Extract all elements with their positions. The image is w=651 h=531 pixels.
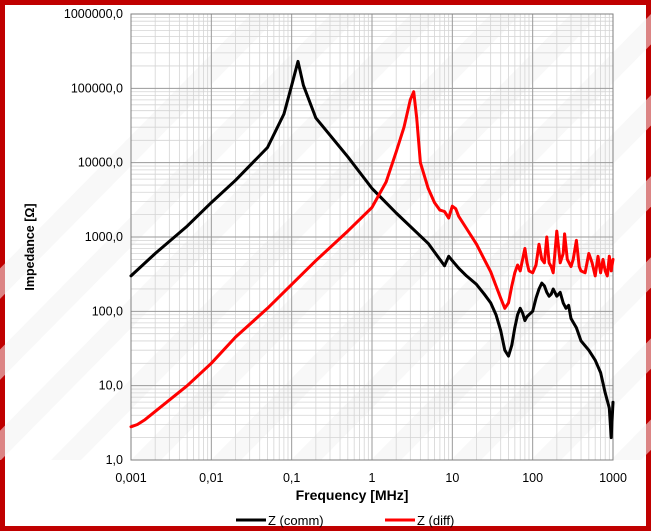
y-tick-label: 1000,0 bbox=[85, 230, 123, 244]
x-tick-label: 10 bbox=[445, 471, 459, 485]
legend-label-diff: Z (diff) bbox=[417, 513, 454, 528]
y-tick-label: 1,0 bbox=[106, 453, 123, 467]
watermark-band bbox=[0, 14, 361, 380]
y-tick-label: 10000,0 bbox=[78, 156, 123, 170]
legend-label-comm: Z (comm) bbox=[268, 513, 324, 528]
watermark-band bbox=[611, 419, 651, 460]
y-tick-label: 10,0 bbox=[99, 379, 123, 393]
x-tick-labels: 0,001 0,01 0,1 1 10 100 1000 bbox=[115, 471, 627, 485]
legend-item-diff: Z (diff) bbox=[385, 513, 454, 528]
watermark-band bbox=[0, 14, 281, 299]
legend: Z (comm) Z (diff) bbox=[236, 513, 454, 528]
plot-area-border bbox=[130, 13, 614, 461]
x-tick-label: 0,1 bbox=[283, 471, 300, 485]
x-tick-label: 100 bbox=[522, 471, 543, 485]
x-tick-label: 1000 bbox=[599, 471, 627, 485]
y-tick-label: 1000000,0 bbox=[64, 7, 123, 21]
legend-item-comm: Z (comm) bbox=[236, 513, 324, 528]
series-layer bbox=[129, 59, 615, 440]
series-line-comm bbox=[129, 59, 615, 440]
y-tick-label: 100,0 bbox=[92, 304, 123, 318]
y-tick-labels: 1,0 10,0 100,0 1000,0 10000,0 100000,0 1000000… bbox=[64, 7, 123, 467]
y-axis-title: Impedance [Ω] bbox=[23, 203, 37, 290]
watermark-band bbox=[531, 338, 651, 460]
watermark-band bbox=[291, 95, 651, 460]
x-axis-title: Frequency [MHz] bbox=[296, 487, 409, 503]
x-tick-label: 0,001 bbox=[115, 471, 146, 485]
x-tick-label: 0,01 bbox=[199, 471, 223, 485]
y-tick-label: 100000,0 bbox=[71, 81, 123, 95]
x-tick-label: 1 bbox=[369, 471, 376, 485]
series-line-diff bbox=[129, 90, 615, 429]
